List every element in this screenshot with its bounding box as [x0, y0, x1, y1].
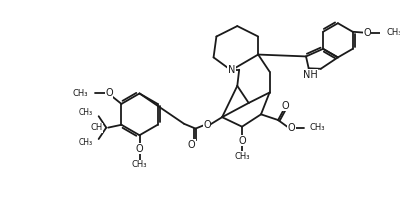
Text: CH₃: CH₃ [79, 108, 93, 117]
Text: CH₃: CH₃ [132, 160, 147, 169]
Text: O: O [288, 123, 295, 133]
Text: CH₃: CH₃ [73, 89, 88, 98]
Text: CH₃: CH₃ [79, 138, 93, 147]
Text: O: O [136, 143, 143, 153]
Text: N: N [228, 65, 235, 75]
Text: O: O [188, 140, 196, 150]
Text: O: O [238, 136, 246, 146]
Text: O: O [363, 28, 371, 38]
Text: CH₃: CH₃ [234, 152, 250, 161]
Text: NH: NH [303, 70, 318, 80]
Text: CH₃: CH₃ [387, 28, 400, 37]
Text: CH₃: CH₃ [310, 123, 325, 132]
Text: O: O [105, 89, 113, 99]
Text: CH: CH [90, 123, 102, 132]
Text: O: O [203, 120, 211, 130]
Text: O: O [282, 101, 290, 111]
